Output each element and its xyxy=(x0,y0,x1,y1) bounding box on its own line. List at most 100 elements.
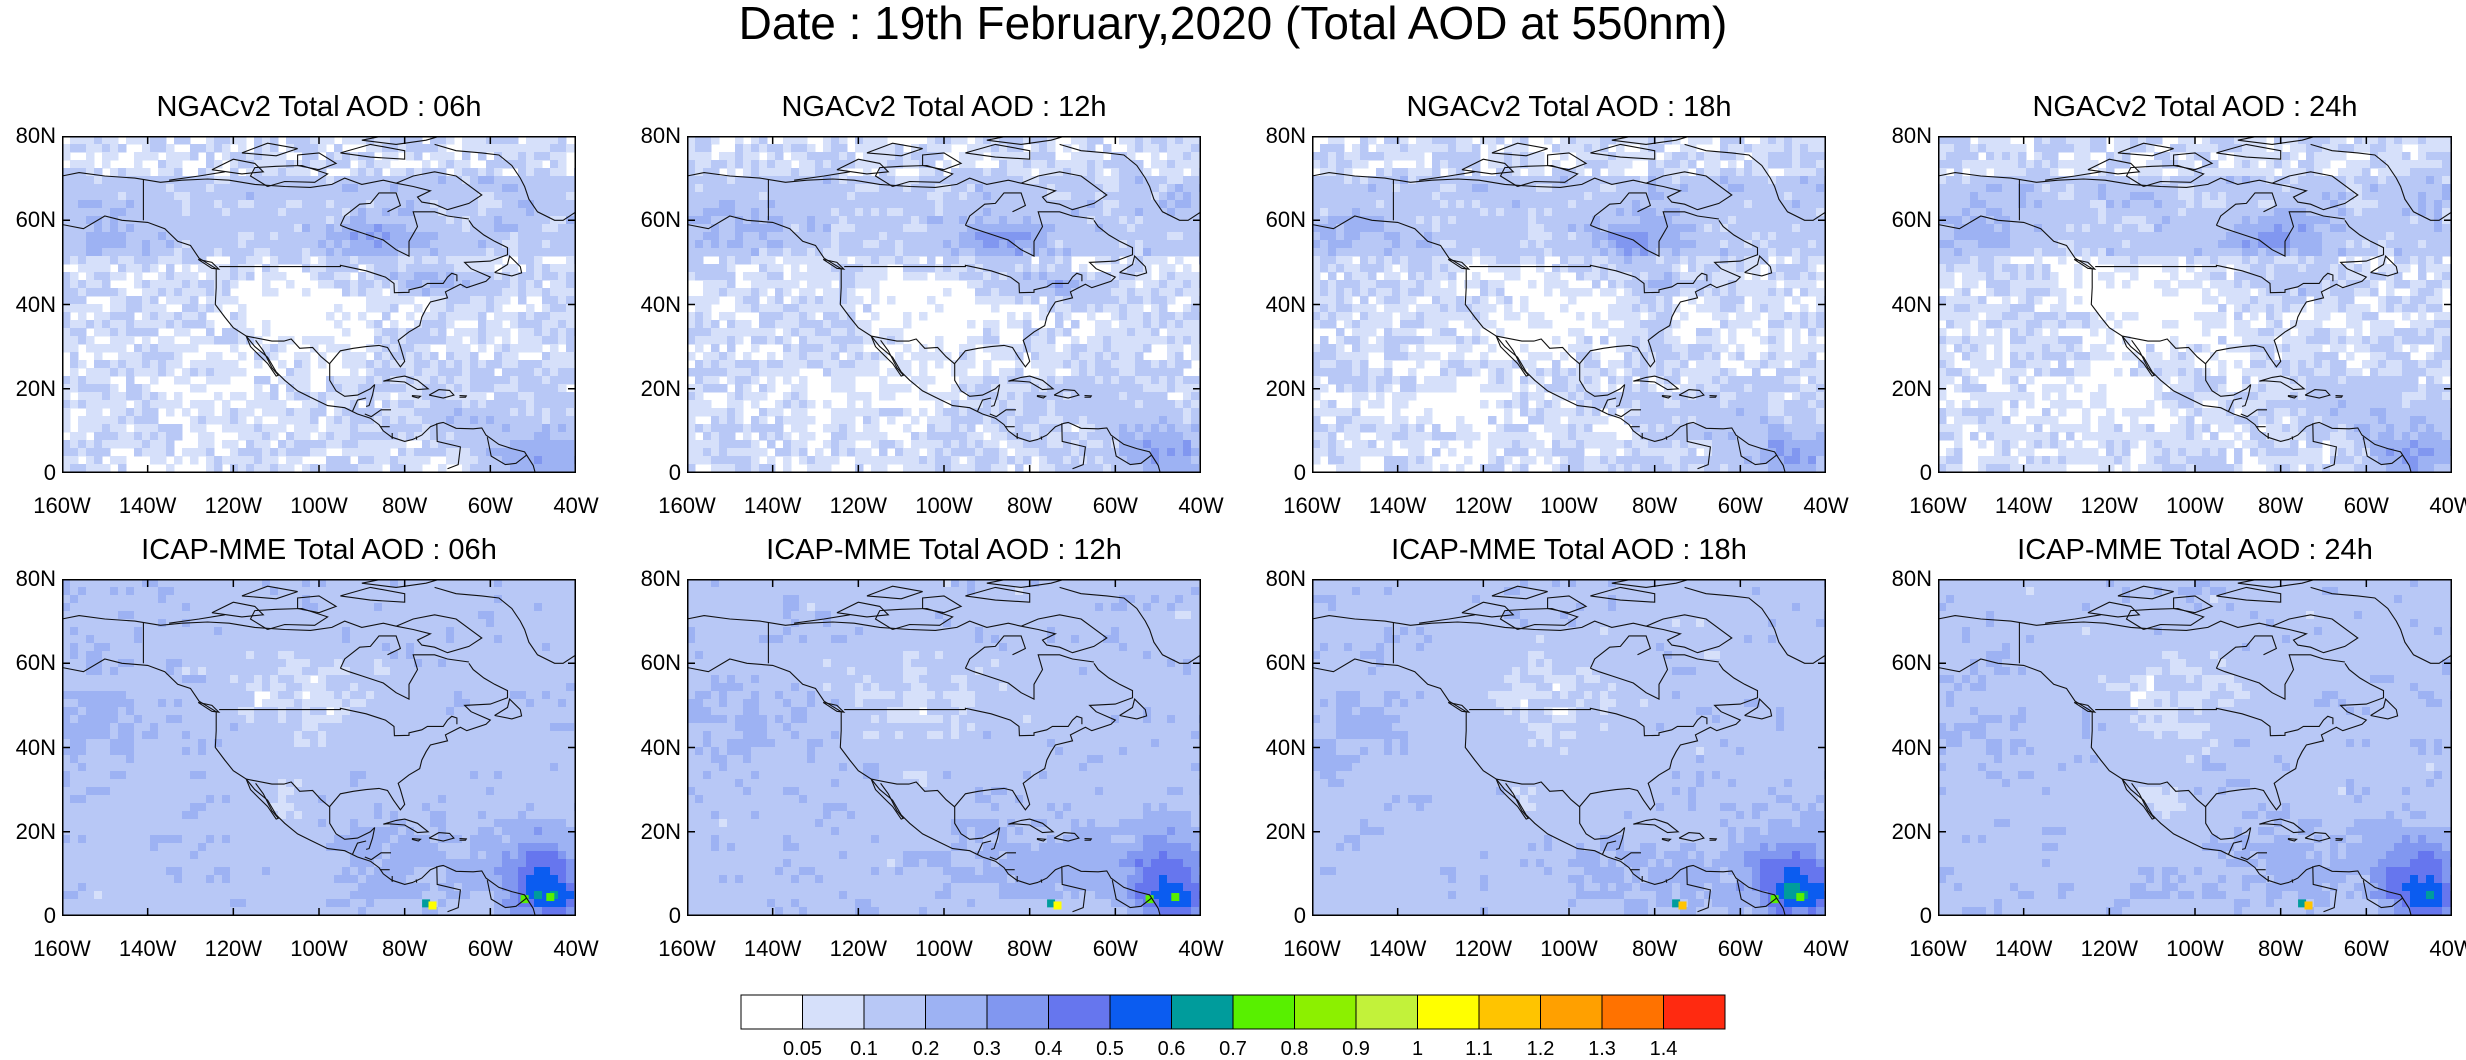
colorbar-label: 0.05 xyxy=(778,1039,828,1059)
aod-map xyxy=(1312,136,1826,473)
lon-tick-label: 120W xyxy=(198,938,268,960)
map-panel xyxy=(1938,579,2452,916)
lat-tick-label: 60N xyxy=(1250,652,1306,674)
lon-tick-label: 140W xyxy=(1363,938,1433,960)
colorbar-label: 1.3 xyxy=(1577,1039,1627,1059)
lon-tick-label: 100W xyxy=(284,938,354,960)
lon-tick-label: 100W xyxy=(284,495,354,517)
colorbar-swatch xyxy=(741,995,803,1029)
lon-tick-label: 160W xyxy=(1903,495,1973,517)
colorbar-swatch xyxy=(1110,995,1172,1029)
lon-tick-label: 40W xyxy=(541,495,611,517)
lon-tick-label: 60W xyxy=(455,495,525,517)
colorbar-label: 0.1 xyxy=(839,1039,889,1059)
lon-tick-label: 60W xyxy=(455,938,525,960)
colorbar-swatches xyxy=(740,994,1726,1030)
colorbar-label: 1.4 xyxy=(1639,1039,1689,1059)
panel-title: ICAP-MME Total AOD : 24h xyxy=(1915,535,2466,565)
lon-tick-label: 140W xyxy=(738,495,808,517)
map-panel xyxy=(62,579,576,916)
lat-tick-label: 0 xyxy=(1876,905,1932,927)
lat-tick-label: 80N xyxy=(1876,125,1932,147)
panel-title: ICAP-MME Total AOD : 12h xyxy=(664,535,1224,565)
lon-tick-label: 100W xyxy=(909,495,979,517)
colorbar-swatch xyxy=(1664,995,1726,1029)
lat-tick-label: 40N xyxy=(1250,737,1306,759)
lon-tick-label: 60W xyxy=(1705,938,1775,960)
lat-tick-label: 0 xyxy=(0,462,56,484)
map-panel xyxy=(1312,136,1826,473)
aod-map xyxy=(62,136,576,473)
colorbar-swatch xyxy=(1418,995,1480,1029)
lon-tick-label: 140W xyxy=(113,495,183,517)
aod-map xyxy=(1938,579,2452,916)
colorbar-swatch xyxy=(1356,995,1418,1029)
lon-tick-label: 100W xyxy=(2160,495,2230,517)
lat-tick-label: 80N xyxy=(1250,125,1306,147)
lat-tick-label: 40N xyxy=(1876,737,1932,759)
colorbar-label: 0.7 xyxy=(1208,1039,1258,1059)
lon-tick-label: 40W xyxy=(1166,938,1236,960)
lat-tick-label: 0 xyxy=(625,905,681,927)
panel-title: ICAP-MME Total AOD : 18h xyxy=(1289,535,1849,565)
lon-tick-label: 140W xyxy=(738,938,808,960)
panel-title: NGACv2 Total AOD : 12h xyxy=(664,92,1224,122)
lat-tick-label: 80N xyxy=(0,125,56,147)
lon-tick-label: 120W xyxy=(1448,495,1518,517)
panel-title: ICAP-MME Total AOD : 06h xyxy=(39,535,599,565)
lon-tick-label: 80W xyxy=(2246,938,2316,960)
lat-tick-label: 0 xyxy=(1250,905,1306,927)
lat-tick-label: 0 xyxy=(1876,462,1932,484)
lon-tick-label: 60W xyxy=(1080,495,1150,517)
aod-map xyxy=(1938,136,2452,473)
lon-tick-label: 160W xyxy=(27,495,97,517)
lat-tick-label: 60N xyxy=(1250,209,1306,231)
lat-tick-label: 20N xyxy=(1250,378,1306,400)
panel-title: NGACv2 Total AOD : 06h xyxy=(39,92,599,122)
lat-tick-label: 40N xyxy=(0,737,56,759)
colorbar-swatch xyxy=(1233,995,1295,1029)
aod-map xyxy=(687,579,1201,916)
lon-tick-label: 80W xyxy=(2246,495,2316,517)
lon-tick-label: 40W xyxy=(541,938,611,960)
lat-tick-label: 40N xyxy=(1250,294,1306,316)
lat-tick-label: 60N xyxy=(0,209,56,231)
lat-tick-label: 60N xyxy=(1876,209,1932,231)
map-panel xyxy=(62,136,576,473)
lon-tick-label: 120W xyxy=(198,495,268,517)
lat-tick-label: 40N xyxy=(625,294,681,316)
lat-tick-label: 20N xyxy=(625,821,681,843)
map-panel xyxy=(687,579,1201,916)
lon-tick-label: 40W xyxy=(1791,495,1861,517)
lon-tick-label: 80W xyxy=(995,938,1065,960)
lon-tick-label: 160W xyxy=(652,495,722,517)
lon-tick-label: 160W xyxy=(1277,938,1347,960)
colorbar-swatch xyxy=(864,995,926,1029)
lon-tick-label: 140W xyxy=(1363,495,1433,517)
colorbar-label: 0.6 xyxy=(1147,1039,1197,1059)
colorbar-swatch xyxy=(926,995,988,1029)
lon-tick-label: 100W xyxy=(2160,938,2230,960)
lat-tick-label: 20N xyxy=(0,378,56,400)
lon-tick-label: 80W xyxy=(1620,495,1690,517)
aod-map xyxy=(1312,579,1826,916)
lat-tick-label: 0 xyxy=(625,462,681,484)
lon-tick-label: 60W xyxy=(1080,938,1150,960)
lat-tick-label: 40N xyxy=(1876,294,1932,316)
lat-tick-label: 80N xyxy=(0,568,56,590)
lat-tick-label: 0 xyxy=(0,905,56,927)
colorbar-swatch xyxy=(1172,995,1234,1029)
lon-tick-label: 60W xyxy=(2331,938,2401,960)
colorbar-label: 0.3 xyxy=(962,1039,1012,1059)
aod-map xyxy=(687,136,1201,473)
lat-tick-label: 20N xyxy=(625,378,681,400)
lat-tick-label: 20N xyxy=(1250,821,1306,843)
colorbar-swatch xyxy=(1049,995,1111,1029)
lon-tick-label: 120W xyxy=(1448,938,1518,960)
lon-tick-label: 160W xyxy=(1903,938,1973,960)
lat-tick-label: 80N xyxy=(625,568,681,590)
lon-tick-label: 40W xyxy=(1166,495,1236,517)
lat-tick-label: 60N xyxy=(1876,652,1932,674)
lon-tick-label: 80W xyxy=(995,495,1065,517)
map-panel xyxy=(687,136,1201,473)
